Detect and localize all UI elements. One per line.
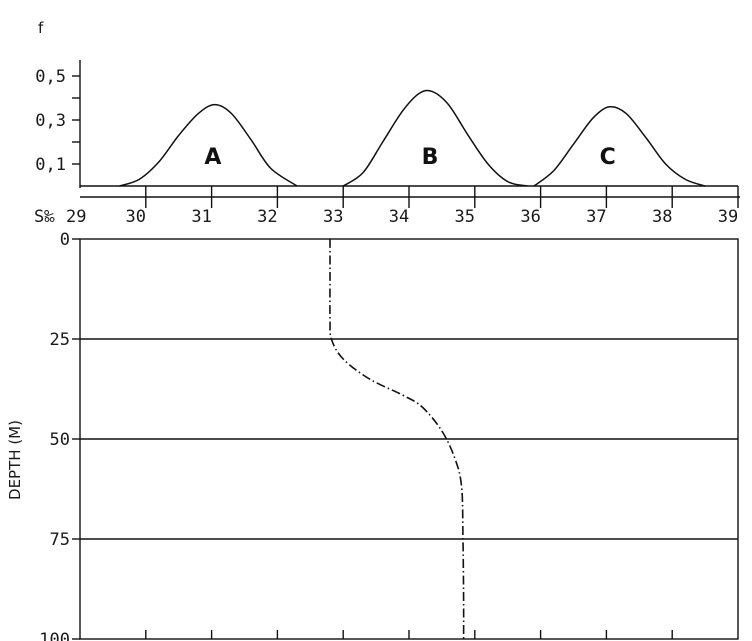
depth-gridlines xyxy=(80,339,738,539)
salinity-tick-label: 36 xyxy=(520,207,540,227)
depth-tick-label: 50 xyxy=(50,430,70,450)
depth-panel: DEPTH (M) 0 25 50 75 100 xyxy=(6,230,738,641)
salinity-tick-label: 38 xyxy=(652,207,672,227)
depth-axis-title: DEPTH (M) xyxy=(6,420,24,500)
frequency-y-tick-label: 0,3 xyxy=(35,111,66,131)
salinity-axis: S‰ 29 30 31 32 33 34 35 36 37 38 39 xyxy=(34,186,740,227)
salinity-tick-label: 37 xyxy=(586,207,606,227)
frequency-panel: f 0,1 0,3 0,5 A B C xyxy=(35,19,738,188)
frequency-curve-b xyxy=(343,90,527,186)
frequency-axis-title: f xyxy=(38,19,44,37)
peak-labels: A B C xyxy=(204,145,615,170)
frequency-y-ticks: 0,1 0,3 0,5 xyxy=(35,67,80,175)
salinity-tick-label: 39 xyxy=(718,207,738,227)
salinity-tick-label: 29 xyxy=(66,207,86,227)
salinity-tick-label: 31 xyxy=(191,207,211,227)
depth-tick-label: 100 xyxy=(39,630,70,641)
salinity-tick-label: 33 xyxy=(323,207,343,227)
salinity-axis-prefix: S‰ xyxy=(34,207,55,227)
depth-tick-label: 0 xyxy=(60,230,70,250)
frequency-curves xyxy=(120,90,706,186)
peak-label-b: B xyxy=(422,145,439,170)
frequency-y-tick-label: 0,1 xyxy=(35,155,66,175)
salinity-tick-label: 34 xyxy=(389,207,409,227)
salinity-ticks: 29 30 31 32 33 34 35 36 37 38 39 xyxy=(66,186,738,227)
peak-label-a: A xyxy=(204,145,221,170)
salinity-tick-label: 35 xyxy=(455,207,475,227)
depth-tick-label: 75 xyxy=(50,530,70,550)
frequency-curve-c xyxy=(534,107,705,186)
depth-tick-label: 25 xyxy=(50,330,70,350)
salinity-tick-label: 32 xyxy=(257,207,277,227)
depth-bottom-ticks xyxy=(146,630,672,639)
frequency-y-tick-label: 0,5 xyxy=(35,67,66,87)
depth-ticks: 0 25 50 75 100 xyxy=(39,230,80,641)
peak-label-c: C xyxy=(600,145,616,170)
salinity-tick-label: 30 xyxy=(126,207,146,227)
